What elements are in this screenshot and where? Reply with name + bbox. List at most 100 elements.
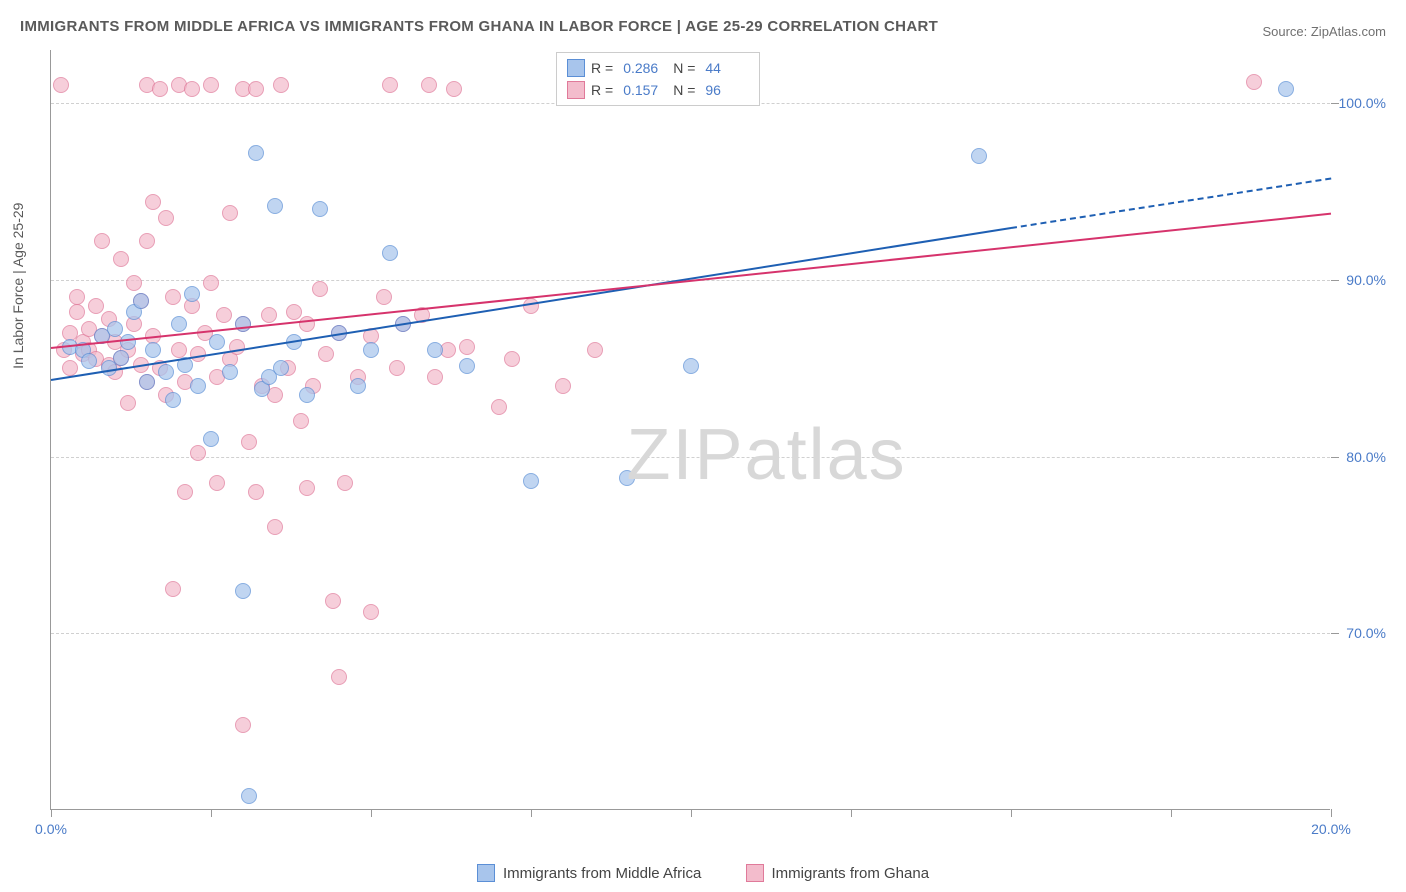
scatter-point (389, 360, 405, 376)
tick-x (851, 809, 852, 817)
scatter-point (273, 360, 289, 376)
scatter-point (421, 77, 437, 93)
scatter-point (1246, 74, 1262, 90)
trendline-dashed (1011, 177, 1331, 228)
scatter-point (267, 519, 283, 535)
scatter-point (459, 339, 475, 355)
scatter-point (53, 77, 69, 93)
scatter-point (459, 358, 475, 374)
tick-x (531, 809, 532, 817)
scatter-point (165, 392, 181, 408)
scatter-point (190, 378, 206, 394)
scatter-point (165, 581, 181, 597)
scatter-point (184, 286, 200, 302)
xlabel: 0.0% (35, 821, 67, 837)
scatter-point (69, 289, 85, 305)
ylabel: 70.0% (1346, 625, 1386, 641)
scatter-point (286, 304, 302, 320)
scatter-point (273, 77, 289, 93)
r-label: R = (591, 57, 613, 79)
scatter-point (331, 669, 347, 685)
scatter-point (177, 484, 193, 500)
scatter-point (363, 604, 379, 620)
n-value-1: 96 (705, 79, 749, 101)
scatter-point (299, 316, 315, 332)
scatter-point (587, 342, 603, 358)
scatter-point (241, 434, 257, 450)
tick-x (211, 809, 212, 817)
scatter-point (139, 374, 155, 390)
scatter-point (203, 431, 219, 447)
n-label: N = (673, 79, 695, 101)
scatter-point (145, 194, 161, 210)
scatter-point (235, 316, 251, 332)
scatter-point (523, 298, 539, 314)
n-label: N = (673, 57, 695, 79)
scatter-point (209, 334, 225, 350)
legend-bottom: Immigrants from Middle Africa Immigrants… (0, 864, 1406, 886)
scatter-point (216, 307, 232, 323)
ylabel: 100.0% (1339, 95, 1386, 111)
r-value-1: 0.157 (623, 79, 667, 101)
scatter-point (62, 360, 78, 376)
scatter-point (325, 593, 341, 609)
scatter-point (69, 304, 85, 320)
scatter-point (235, 583, 251, 599)
n-value-0: 44 (705, 57, 749, 79)
scatter-point (222, 364, 238, 380)
tick-x (1011, 809, 1012, 817)
scatter-point (81, 353, 97, 369)
scatter-point (337, 475, 353, 491)
ylabel: 80.0% (1346, 449, 1386, 465)
r-label: R = (591, 79, 613, 101)
scatter-point (126, 275, 142, 291)
tick-x (1331, 809, 1332, 817)
scatter-point (363, 342, 379, 358)
scatter-point (209, 475, 225, 491)
scatter-point (190, 445, 206, 461)
scatter-point (299, 387, 315, 403)
scatter-point (555, 378, 571, 394)
tick-y (1331, 633, 1339, 634)
tick-x (51, 809, 52, 817)
scatter-point (203, 275, 219, 291)
stats-row-series-0: R = 0.286 N = 44 (567, 57, 749, 79)
scatter-point (261, 307, 277, 323)
scatter-point (318, 346, 334, 362)
scatter-point (312, 201, 328, 217)
scatter-point (171, 316, 187, 332)
scatter-point (504, 351, 520, 367)
watermark: ZIPatlas (627, 414, 907, 496)
scatter-point (427, 342, 443, 358)
scatter-point (113, 350, 129, 366)
legend-item-0: Immigrants from Middle Africa (477, 864, 701, 882)
scatter-point (158, 364, 174, 380)
chart-title: IMMIGRANTS FROM MIDDLE AFRICA VS IMMIGRA… (20, 18, 938, 35)
scatter-point (248, 81, 264, 97)
scatter-point (120, 395, 136, 411)
scatter-point (376, 289, 392, 305)
scatter-point (203, 77, 219, 93)
chart-area: In Labor Force | Age 25-29 ZIPatlas R = … (50, 50, 1380, 838)
scatter-point (235, 717, 251, 733)
tick-y (1331, 457, 1339, 458)
scatter-point (1278, 81, 1294, 97)
tick-y (1331, 280, 1339, 281)
y-axis-title: In Labor Force | Age 25-29 (10, 203, 26, 369)
tick-x (371, 809, 372, 817)
legend-swatch-1 (746, 864, 764, 882)
scatter-point (94, 233, 110, 249)
scatter-point (446, 81, 462, 97)
legend-item-1: Immigrants from Ghana (746, 864, 930, 882)
scatter-point (293, 413, 309, 429)
watermark-bold: ZIP (627, 415, 745, 495)
scatter-point (523, 473, 539, 489)
scatter-point (222, 205, 238, 221)
scatter-point (139, 233, 155, 249)
scatter-point (248, 484, 264, 500)
scatter-point (427, 369, 443, 385)
gridline-h (51, 457, 1330, 458)
stats-row-series-1: R = 0.157 N = 96 (567, 79, 749, 101)
scatter-point (107, 321, 123, 337)
scatter-point (382, 77, 398, 93)
